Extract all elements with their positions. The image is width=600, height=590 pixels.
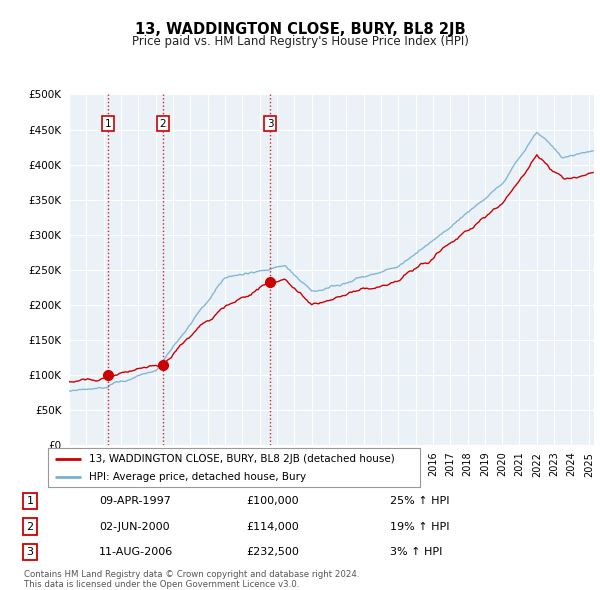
Text: 02-JUN-2000: 02-JUN-2000 [99, 522, 170, 532]
Text: £100,000: £100,000 [246, 496, 299, 506]
Text: 3% ↑ HPI: 3% ↑ HPI [390, 547, 442, 557]
Text: 13, WADDINGTON CLOSE, BURY, BL8 2JB: 13, WADDINGTON CLOSE, BURY, BL8 2JB [134, 22, 466, 37]
Text: 2: 2 [26, 522, 34, 532]
Text: 19% ↑ HPI: 19% ↑ HPI [390, 522, 449, 532]
Text: 25% ↑ HPI: 25% ↑ HPI [390, 496, 449, 506]
Text: HPI: Average price, detached house, Bury: HPI: Average price, detached house, Bury [89, 472, 306, 482]
Text: 3: 3 [26, 547, 34, 557]
Text: £232,500: £232,500 [246, 547, 299, 557]
Text: £114,000: £114,000 [246, 522, 299, 532]
Text: 13, WADDINGTON CLOSE, BURY, BL8 2JB (detached house): 13, WADDINGTON CLOSE, BURY, BL8 2JB (det… [89, 454, 395, 464]
Text: 1: 1 [105, 119, 112, 129]
Text: 09-APR-1997: 09-APR-1997 [99, 496, 171, 506]
Text: Contains HM Land Registry data © Crown copyright and database right 2024.
This d: Contains HM Land Registry data © Crown c… [24, 570, 359, 589]
Text: Price paid vs. HM Land Registry's House Price Index (HPI): Price paid vs. HM Land Registry's House … [131, 35, 469, 48]
Text: 3: 3 [267, 119, 274, 129]
Text: 1: 1 [26, 496, 34, 506]
Text: 11-AUG-2006: 11-AUG-2006 [99, 547, 173, 557]
Text: 2: 2 [160, 119, 166, 129]
